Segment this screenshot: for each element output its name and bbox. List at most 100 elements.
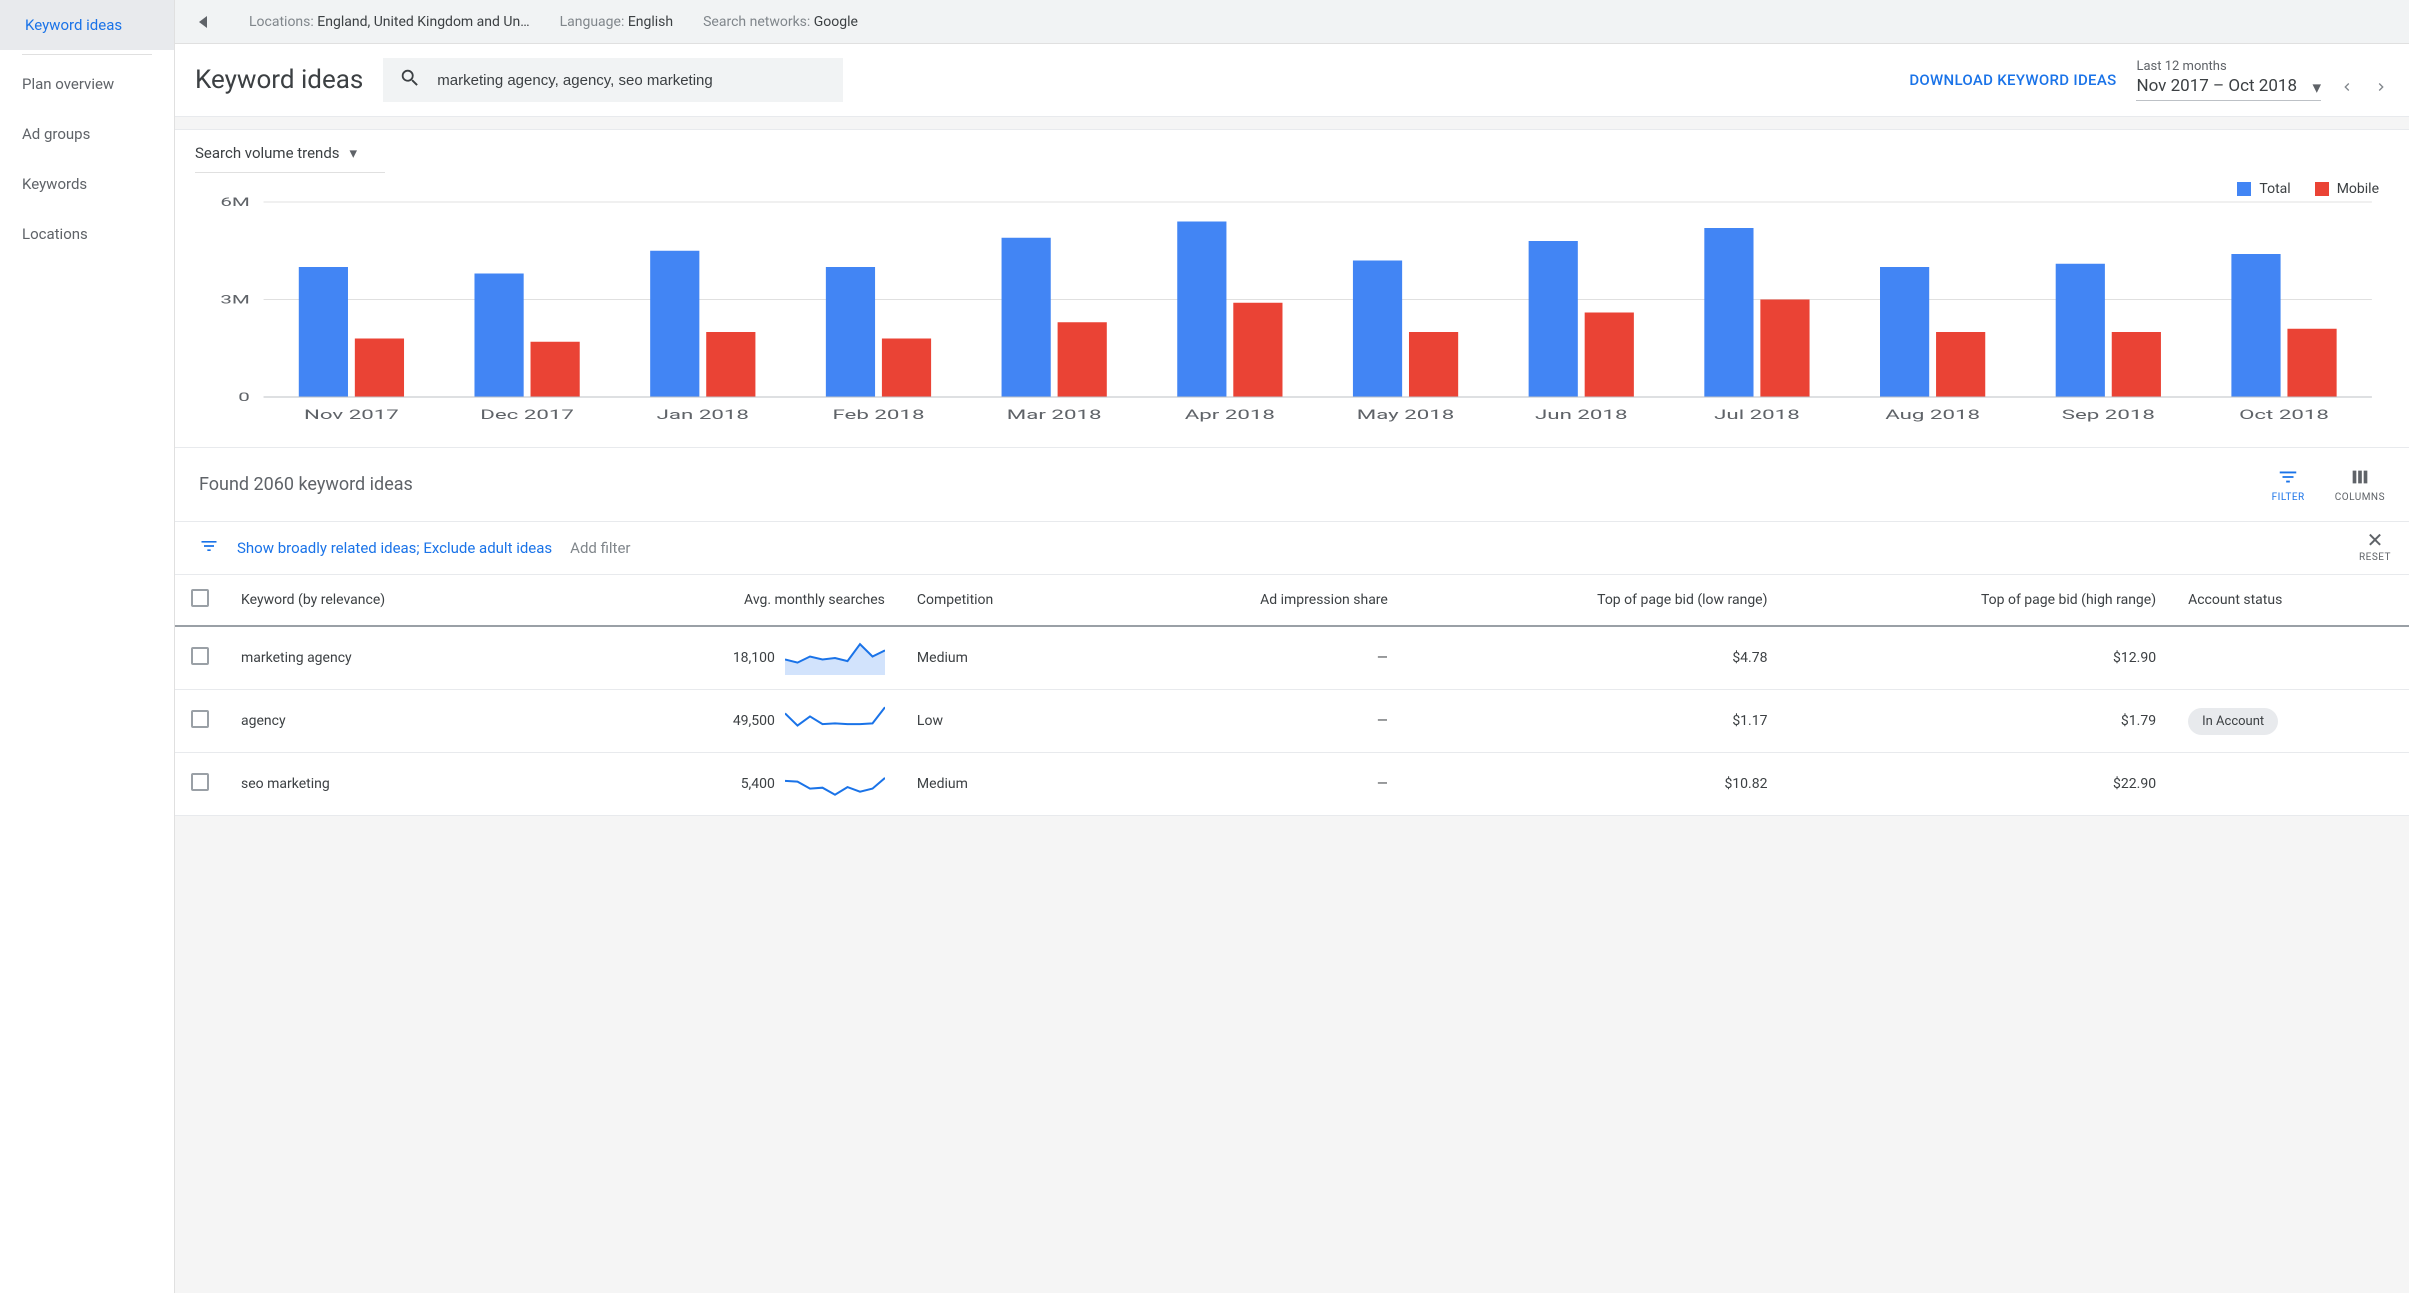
legend-swatch-mobile <box>2315 182 2329 196</box>
svg-text:Apr 2018: Apr 2018 <box>1185 408 1275 423</box>
sidebar-item-keyword-ideas[interactable]: Keyword ideas <box>0 0 174 50</box>
caret-down-icon: ▾ <box>2312 78 2321 98</box>
search-input[interactable] <box>437 72 827 89</box>
svg-text:Feb 2018: Feb 2018 <box>832 408 924 423</box>
filter-icon <box>199 536 219 560</box>
cell-searches: 49,500 <box>556 690 901 753</box>
search-icon <box>399 67 421 93</box>
table-row: agency 49,500 Low — $1.17 $1.79 In Accou… <box>175 690 2409 753</box>
cell-bid-high: $22.90 <box>1783 753 2172 816</box>
cell-bid-high: $1.79 <box>1783 690 2172 753</box>
svg-text:Sep 2018: Sep 2018 <box>2062 408 2155 423</box>
topbar-locations[interactable]: Locations: England, United Kingdom and U… <box>249 14 530 30</box>
topbar-networks-value: Google <box>814 14 858 30</box>
date-range-text: Nov 2017 – Oct 2018 <box>2136 76 2297 96</box>
sparkline <box>785 641 885 675</box>
collapse-sidebar-button[interactable] <box>191 10 215 34</box>
svg-text:Dec 2017: Dec 2017 <box>480 408 574 423</box>
status-pill[interactable]: In Account <box>2188 708 2278 735</box>
topbar: Locations: England, United Kingdom and U… <box>175 0 2409 44</box>
select-all-checkbox[interactable] <box>191 589 209 607</box>
sidebar-item-plan-overview[interactable]: Plan overview <box>0 59 174 109</box>
legend-total-label: Total <box>2259 181 2290 197</box>
caret-down-icon: ▾ <box>350 144 358 162</box>
cell-impression-share: — <box>1104 753 1404 816</box>
cell-keyword[interactable]: marketing agency <box>225 626 556 690</box>
page-title: Keyword ideas <box>195 65 363 95</box>
sidebar: Keyword ideas Plan overviewAd groupsKeywo… <box>0 0 175 1293</box>
close-icon: ✕ <box>2367 530 2384 550</box>
row-checkbox[interactable] <box>191 647 209 665</box>
cell-status <box>2172 626 2409 690</box>
row-checkbox[interactable] <box>191 773 209 791</box>
col-bid-high[interactable]: Top of page bid (high range) <box>1783 575 2172 626</box>
table-row: marketing agency 18,100 Medium — $4.78 $… <box>175 626 2409 690</box>
chart-dropdown[interactable]: Search volume trends ▾ <box>175 130 2409 166</box>
sidebar-item-keywords[interactable]: Keywords <box>0 159 174 209</box>
svg-text:Oct 2018: Oct 2018 <box>2239 408 2329 423</box>
svg-text:0: 0 <box>238 390 250 404</box>
columns-toolbar-button[interactable]: COLUMNS <box>2335 466 2385 503</box>
col-searches[interactable]: Avg. monthly searches <box>556 575 901 626</box>
legend-swatch-total <box>2237 182 2251 196</box>
cell-keyword[interactable]: seo marketing <box>225 753 556 816</box>
svg-text:Jul 2018: Jul 2018 <box>1714 408 1800 423</box>
sidebar-item-locations[interactable]: Locations <box>0 209 174 259</box>
cell-bid-high: $12.90 <box>1783 626 2172 690</box>
main: Locations: England, United Kingdom and U… <box>175 0 2409 1293</box>
col-keyword[interactable]: Keyword (by relevance) <box>225 575 556 626</box>
svg-text:6M: 6M <box>220 197 250 210</box>
search-box[interactable] <box>383 58 843 102</box>
cell-competition: Medium <box>901 753 1104 816</box>
keyword-ideas-table: Keyword (by relevance) Avg. monthly sear… <box>175 575 2409 816</box>
topbar-networks[interactable]: Search networks: Google <box>703 14 858 30</box>
date-range-picker[interactable]: Last 12 months Nov 2017 – Oct 2018 ▾ <box>2136 59 2389 101</box>
reset-button[interactable]: ✕ RESET <box>2359 530 2391 563</box>
topbar-networks-label: Search networks: <box>703 14 814 30</box>
results-count: Found 2060 keyword ideas <box>199 474 413 495</box>
col-impression-share[interactable]: Ad impression share <box>1104 575 1404 626</box>
columns-toolbar-label: COLUMNS <box>2335 492 2385 503</box>
cell-bid-low: $10.82 <box>1404 753 1784 816</box>
filter-toolbar-label: FILTER <box>2272 492 2305 503</box>
svg-text:Aug 2018: Aug 2018 <box>1885 408 1980 423</box>
svg-text:3M: 3M <box>220 293 250 307</box>
row-checkbox[interactable] <box>191 710 209 728</box>
sparkline <box>785 704 885 738</box>
date-range-value[interactable]: Nov 2017 – Oct 2018 ▾ <box>2136 76 2321 101</box>
sidebar-item-ad-groups[interactable]: Ad groups <box>0 109 174 159</box>
cell-keyword[interactable]: agency <box>225 690 556 753</box>
search-volume-chart: 03M6MNov 2017Dec 2017Jan 2018Feb 2018Mar… <box>195 197 2389 427</box>
date-range-small: Last 12 months <box>2136 59 2389 74</box>
chart-title: Search volume trends <box>195 144 340 162</box>
topbar-language-label: Language: <box>560 14 628 30</box>
topbar-language[interactable]: Language: English <box>560 14 674 30</box>
chart-legend: Total Mobile <box>175 173 2409 197</box>
cell-searches: 5,400 <box>556 753 901 816</box>
col-bid-low[interactable]: Top of page bid (low range) <box>1404 575 1784 626</box>
col-status[interactable]: Account status <box>2172 575 2409 626</box>
legend-mobile-label: Mobile <box>2337 181 2379 197</box>
download-keyword-ideas-link[interactable]: DOWNLOAD KEYWORD IDEAS <box>1909 71 2116 89</box>
col-competition[interactable]: Competition <box>901 575 1104 626</box>
legend-total: Total <box>2237 181 2290 197</box>
cell-status <box>2172 753 2409 816</box>
add-filter-button[interactable]: Add filter <box>570 539 630 557</box>
header-row: Keyword ideas DOWNLOAD KEYWORD IDEAS Las… <box>175 44 2409 117</box>
cell-searches: 18,100 <box>556 626 901 690</box>
date-next-button[interactable] <box>2373 79 2389 99</box>
svg-text:Jan 2018: Jan 2018 <box>657 408 749 423</box>
topbar-locations-value: England, United Kingdom and Un… <box>317 14 529 30</box>
date-prev-button[interactable] <box>2339 79 2355 99</box>
sparkline <box>785 767 885 801</box>
svg-text:Jun 2018: Jun 2018 <box>1535 408 1627 423</box>
cell-impression-share: — <box>1104 626 1404 690</box>
cell-competition: Low <box>901 690 1104 753</box>
cell-bid-low: $4.78 <box>1404 626 1784 690</box>
chart-section: Search volume trends ▾ Total Mobile 0 3M 6… <box>175 129 2409 448</box>
svg-text:Nov 2017: Nov 2017 <box>304 408 399 423</box>
filter-toolbar-button[interactable]: FILTER <box>2272 466 2305 503</box>
active-filter-text[interactable]: Show broadly related ideas; Exclude adul… <box>237 539 552 557</box>
filter-bar: Show broadly related ideas; Exclude adul… <box>175 522 2409 575</box>
topbar-locations-label: Locations: <box>249 14 317 30</box>
